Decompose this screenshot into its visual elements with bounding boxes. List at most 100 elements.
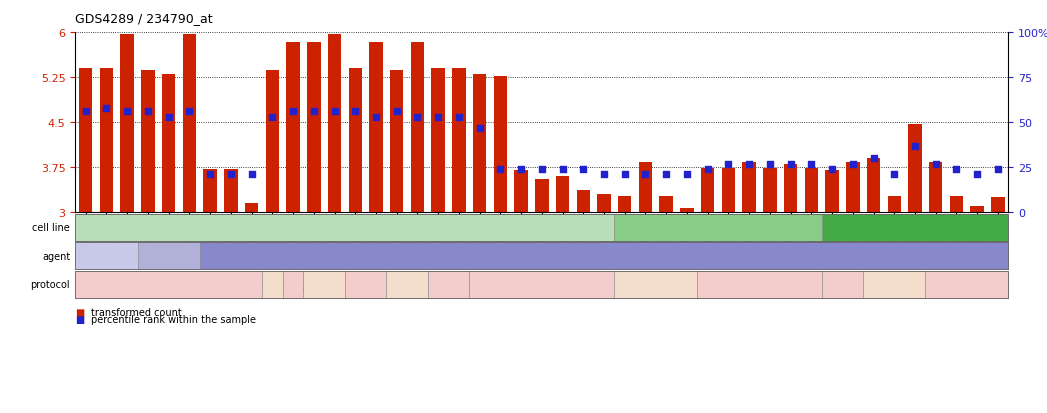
Point: [720, 161, 737, 168]
Text: GSI: GSI: [161, 252, 176, 261]
Point: [513, 166, 530, 173]
Bar: [556, 177, 570, 213]
Point: [968, 172, 985, 178]
Point: [948, 166, 964, 173]
Text: none: none: [531, 280, 553, 289]
Bar: [618, 197, 631, 213]
Bar: [120, 35, 134, 213]
Bar: [992, 198, 1005, 213]
Bar: [971, 206, 984, 213]
Bar: [784, 165, 798, 213]
Point: [699, 166, 716, 173]
Bar: [473, 75, 487, 213]
Point: [928, 161, 944, 168]
Bar: [950, 197, 963, 213]
Bar: [182, 35, 196, 213]
Point: [264, 114, 281, 121]
Text: ■: ■: [75, 314, 85, 324]
Point: [471, 125, 488, 132]
Text: GDS4289 / 234790_at: GDS4289 / 234790_at: [75, 12, 213, 25]
Bar: [328, 35, 341, 213]
Text: GSI 3d: GSI 3d: [589, 252, 619, 261]
Bar: [79, 69, 92, 213]
Point: [326, 109, 342, 115]
Point: [554, 166, 571, 173]
Bar: [597, 195, 610, 213]
Point: [388, 109, 405, 115]
Bar: [370, 43, 383, 213]
Bar: [431, 69, 445, 213]
Bar: [452, 69, 466, 213]
Text: none: none: [833, 280, 852, 289]
Text: washout
2h: washout 2h: [637, 276, 675, 293]
Point: [824, 166, 841, 173]
Bar: [846, 163, 860, 213]
Text: washout
4h: washout 4h: [948, 276, 986, 293]
Bar: [535, 180, 549, 213]
Text: mock washout
+ CHX 2h: mock washout + CHX 2h: [379, 276, 435, 293]
Bar: [99, 69, 113, 213]
Point: [533, 166, 551, 173]
Text: ▶: ▶: [76, 252, 83, 261]
Text: CUTLL1 (DN-MAML transduced): CUTLL1 (DN-MAML transduced): [844, 223, 985, 232]
Bar: [245, 204, 259, 213]
Point: [740, 161, 757, 168]
Bar: [286, 43, 299, 213]
Point: [886, 172, 903, 178]
Bar: [410, 43, 424, 213]
Text: ▶: ▶: [76, 280, 83, 289]
Point: [844, 161, 861, 168]
Text: agent: agent: [42, 251, 70, 261]
Text: washout 2h: washout 2h: [250, 280, 294, 289]
Bar: [804, 169, 818, 213]
Bar: [577, 190, 591, 213]
Point: [222, 172, 239, 178]
Point: [492, 166, 509, 173]
Bar: [867, 159, 881, 213]
Text: washout
2h: washout 2h: [875, 276, 913, 293]
Point: [617, 172, 633, 178]
Point: [77, 109, 94, 115]
Point: [450, 114, 467, 121]
Text: protocol: protocol: [30, 280, 70, 290]
Bar: [660, 197, 673, 213]
Text: washout
4h: washout 4h: [308, 276, 340, 293]
Text: transformed count: transformed count: [91, 308, 182, 318]
Point: [347, 109, 363, 115]
Bar: [307, 43, 320, 213]
Bar: [721, 169, 735, 213]
Point: [803, 161, 820, 168]
Bar: [888, 197, 901, 213]
Point: [243, 172, 260, 178]
Text: ■: ■: [75, 308, 85, 318]
Point: [98, 105, 115, 112]
Point: [596, 172, 612, 178]
Text: mock washout
+ CHX 4h: mock washout + CHX 4h: [421, 276, 476, 293]
Point: [202, 172, 219, 178]
Bar: [681, 209, 694, 213]
Bar: [349, 69, 362, 213]
Point: [285, 109, 302, 115]
Point: [989, 166, 1006, 173]
Point: [865, 156, 882, 162]
Bar: [908, 125, 921, 213]
Point: [907, 143, 923, 150]
Bar: [514, 171, 528, 213]
Bar: [203, 170, 217, 213]
Text: CUTLL1 (MigR1 transduced): CUTLL1 (MigR1 transduced): [655, 223, 781, 232]
Point: [575, 166, 592, 173]
Text: washout
4h: washout 4h: [740, 276, 779, 293]
Text: none: none: [157, 280, 180, 289]
Point: [678, 172, 695, 178]
Bar: [639, 163, 652, 213]
Text: vehicle: vehicle: [90, 252, 122, 261]
Text: percentile rank within the sample: percentile rank within the sample: [91, 314, 257, 324]
Bar: [389, 71, 403, 213]
Text: ▶: ▶: [76, 223, 83, 232]
Point: [658, 172, 674, 178]
Bar: [929, 163, 942, 213]
Point: [160, 114, 177, 121]
Bar: [141, 71, 155, 213]
Point: [429, 114, 446, 121]
Point: [637, 172, 653, 178]
